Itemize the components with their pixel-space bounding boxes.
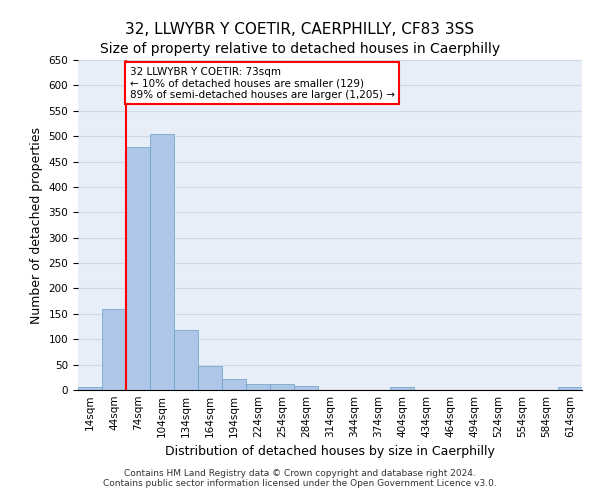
Bar: [222, 379, 246, 390]
Text: Contains HM Land Registry data © Crown copyright and database right 2024.: Contains HM Land Registry data © Crown c…: [124, 468, 476, 477]
Bar: [270, 384, 294, 390]
Text: 32 LLWYBR Y COETIR: 73sqm
← 10% of detached houses are smaller (129)
89% of semi: 32 LLWYBR Y COETIR: 73sqm ← 10% of detac…: [130, 66, 395, 100]
X-axis label: Distribution of detached houses by size in Caerphilly: Distribution of detached houses by size …: [165, 446, 495, 458]
Bar: [150, 134, 174, 390]
Bar: [246, 384, 270, 390]
Bar: [558, 388, 582, 390]
Bar: [78, 388, 102, 390]
Bar: [294, 386, 318, 390]
Y-axis label: Number of detached properties: Number of detached properties: [30, 126, 43, 324]
Bar: [198, 366, 222, 390]
Bar: [390, 388, 414, 390]
Bar: [174, 330, 198, 390]
Text: Contains public sector information licensed under the Open Government Licence v3: Contains public sector information licen…: [103, 478, 497, 488]
Bar: [126, 148, 150, 390]
Text: Size of property relative to detached houses in Caerphilly: Size of property relative to detached ho…: [100, 42, 500, 56]
Text: 32, LLWYBR Y COETIR, CAERPHILLY, CF83 3SS: 32, LLWYBR Y COETIR, CAERPHILLY, CF83 3S…: [125, 22, 475, 38]
Bar: [102, 309, 126, 390]
